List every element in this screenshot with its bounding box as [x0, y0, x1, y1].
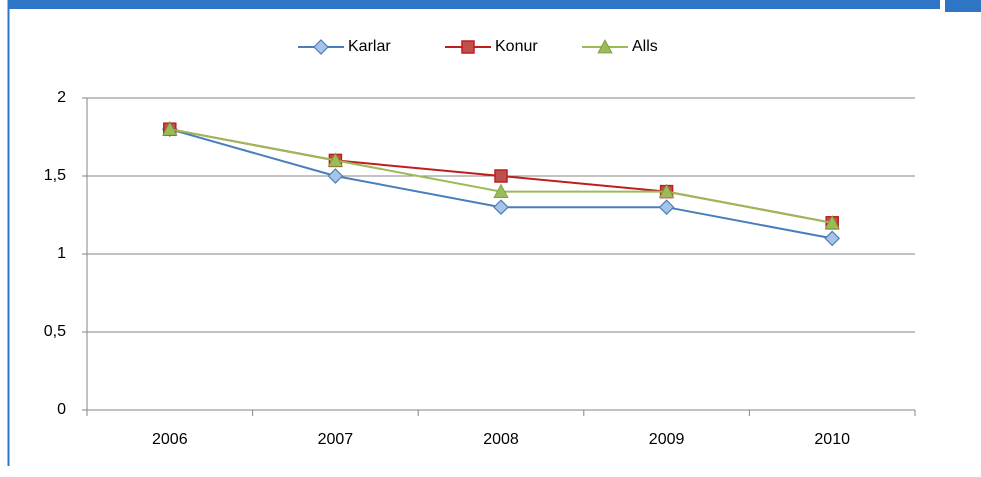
- marker: [162, 121, 178, 136]
- marker: [494, 169, 508, 183]
- legend-label: Karlar: [348, 38, 391, 55]
- marker: [327, 168, 344, 184]
- header-bar: [8, 0, 940, 9]
- marker: [658, 199, 675, 216]
- header-corner: [945, 0, 981, 12]
- y-tick-label: 1,5: [44, 167, 66, 184]
- x-tick-label: 2007: [318, 431, 354, 448]
- marker: [824, 230, 841, 247]
- marker: [493, 199, 509, 216]
- y-tick-label: 0: [57, 401, 66, 418]
- legend-marker: [313, 39, 329, 55]
- marker: [824, 214, 840, 230]
- x-tick-label: 2008: [483, 431, 519, 448]
- y-tick-label: 2: [57, 89, 66, 106]
- legend-label: Alls: [632, 38, 658, 55]
- x-tick-label: 2010: [814, 431, 850, 448]
- x-tick-label: 2009: [649, 431, 685, 448]
- legend-marker: [597, 39, 613, 54]
- marker: [493, 183, 509, 199]
- marker: [327, 152, 344, 167]
- x-tick-label: 2006: [152, 431, 188, 448]
- y-tick-label: 1: [57, 245, 66, 262]
- marker: [658, 183, 675, 199]
- legend-label: Konur: [495, 38, 538, 55]
- y-tick-label: 0,5: [44, 323, 66, 340]
- legend-marker: [461, 40, 475, 54]
